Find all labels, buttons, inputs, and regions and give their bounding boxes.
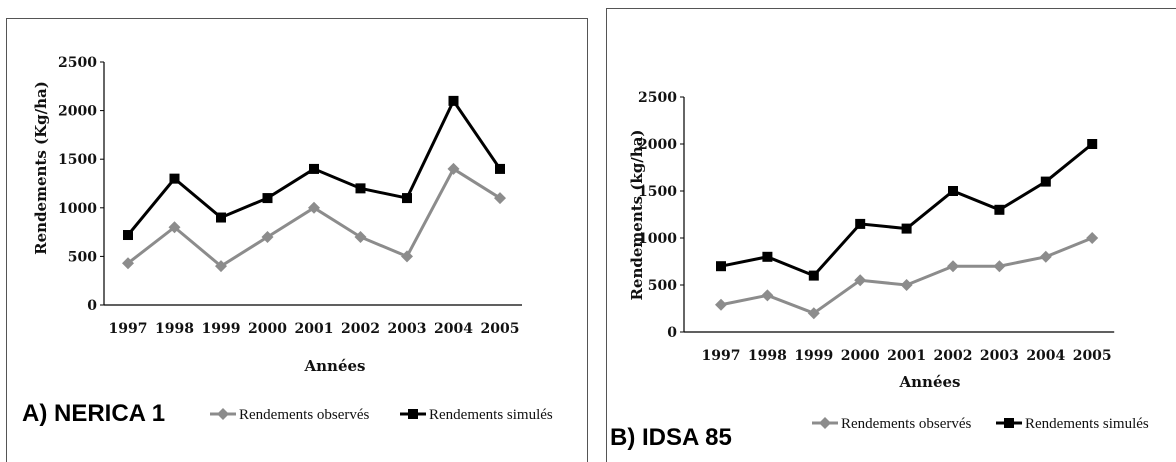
chart2-x-tick-label: 2004 — [1026, 348, 1065, 364]
chart2-simulated-point — [808, 270, 819, 281]
chart1-simulated-point — [309, 163, 319, 174]
chart2-x-tick-label: 2000 — [841, 348, 880, 364]
chart1-x-tick-label: 1997 — [109, 321, 148, 337]
chart2-observed-point — [854, 274, 867, 287]
chart2-simulated-point — [948, 186, 958, 196]
chart2-x-tick-label: 2002 — [934, 348, 973, 364]
chart2-x-tick-label: 1998 — [748, 348, 787, 364]
chart2-legend-simulated-label: Rendements simulés — [1025, 416, 1149, 432]
chart1-observed-point — [354, 230, 367, 243]
chart2-simulated-point — [1087, 139, 1098, 149]
chart2-legend-simulated-marker — [1004, 418, 1014, 428]
chart2-observed-point — [1086, 232, 1099, 244]
chart1-observed-point — [168, 221, 181, 234]
chart1-y-tick-label: 2000 — [58, 104, 97, 120]
chart1-x-tick-label: 2005 — [481, 321, 520, 337]
chart1-simulated-point — [495, 163, 505, 174]
chart2-simulated-point — [716, 261, 726, 272]
chart1-x-axis-label: Années — [304, 357, 366, 375]
chart1-legend-simulated-label: Rendements simulés — [429, 407, 553, 423]
chart2-y-axis-label: Rendements (kg/ha) — [628, 129, 646, 300]
chart2-x-tick-label: 2005 — [1073, 348, 1112, 364]
chart1-legend-observed-label: Rendements observés — [239, 407, 370, 423]
chart2-legend-observed-marker — [819, 417, 831, 429]
chart2-simulated-point — [762, 251, 773, 262]
chart2-y-tick-label: 500 — [648, 278, 677, 294]
chart1-simulated-point — [123, 230, 133, 241]
chart1-y-tick-label: 2500 — [58, 55, 97, 71]
chart1-x-tick-label: 1999 — [202, 321, 241, 337]
chart-panel-a — [6, 18, 588, 462]
chart1-simulated-point — [216, 212, 226, 223]
chart2-simulated-point — [901, 223, 912, 234]
chart2-observed-point — [1039, 250, 1052, 263]
chart2-observed-point — [900, 279, 913, 291]
chart1-simulated-point — [355, 183, 366, 194]
chart2-x-tick-label: 2003 — [980, 348, 1019, 364]
chart1-observed-point — [447, 162, 460, 175]
chart1-legend-observed-marker — [217, 408, 229, 420]
chart1-x-tick-label: 2001 — [295, 321, 334, 337]
chart1-x-tick-label: 2004 — [434, 321, 473, 337]
chart2-legend-observed-label: Rendements observés — [841, 416, 972, 432]
chart2-y-tick-label: 0 — [667, 325, 677, 341]
chart1-panel-title: A) NERICA 1 — [22, 400, 165, 427]
chart2-observed-line — [720, 236, 1093, 315]
chart2-panel-title: B) IDSA 85 — [610, 424, 732, 451]
chart2-y-tick-label: 1000 — [638, 231, 677, 247]
chart1-observed-point — [494, 192, 506, 205]
chart1-observed-point — [122, 257, 134, 270]
chart1-y-tick-label: 1500 — [58, 152, 97, 168]
chart1-legend-simulated-marker — [408, 409, 418, 419]
chart1-x-tick-label: 2000 — [248, 321, 287, 337]
chart2-simulated-line — [720, 142, 1094, 278]
chart2-observed-point — [761, 289, 774, 302]
chart2-x-tick-label: 1999 — [794, 348, 833, 364]
chart1-x-tick-label: 1998 — [155, 321, 194, 337]
chart1-y-tick-label: 500 — [68, 249, 97, 265]
chart2-x-tick-label: 1997 — [702, 348, 741, 364]
chart2-simulated-point — [994, 204, 1005, 215]
chart2-y-tick-label: 1500 — [638, 184, 677, 200]
chart1-simulated-point — [402, 193, 412, 204]
chart2-y-tick-label: 2000 — [638, 137, 677, 153]
chart1-x-tick-label: 2003 — [388, 321, 427, 337]
chart2-x-axis-label: Années — [899, 373, 961, 391]
chart1-observed-point — [308, 201, 320, 214]
chart1-y-tick-label: 1000 — [58, 201, 97, 217]
chart1-x-tick-label: 2002 — [341, 321, 380, 337]
chart1-observed-point — [215, 260, 227, 273]
chart1-simulated-point — [169, 173, 180, 184]
chart1-simulated-point — [448, 95, 459, 106]
chart2-observed-point — [715, 298, 727, 311]
chart2-x-tick-label: 2001 — [887, 348, 926, 364]
chart1-simulated-point — [262, 193, 273, 204]
chart2-observed-point — [993, 260, 1006, 273]
chart2-simulated-point — [1040, 176, 1051, 187]
chart2-simulated-point — [855, 218, 866, 229]
chart2-y-tick-label: 2500 — [638, 90, 677, 106]
chart1-observed-point — [401, 250, 413, 263]
chart2-observed-point — [807, 307, 820, 320]
chart1-observed-line — [127, 166, 501, 268]
chart-panel-b — [606, 8, 1176, 462]
chart1-y-tick-label: 0 — [87, 298, 97, 314]
chart2-observed-point — [947, 260, 959, 273]
chart1-y-axis-label: Rendements (Kg/ha) — [32, 81, 50, 255]
chart1-observed-point — [261, 230, 274, 243]
